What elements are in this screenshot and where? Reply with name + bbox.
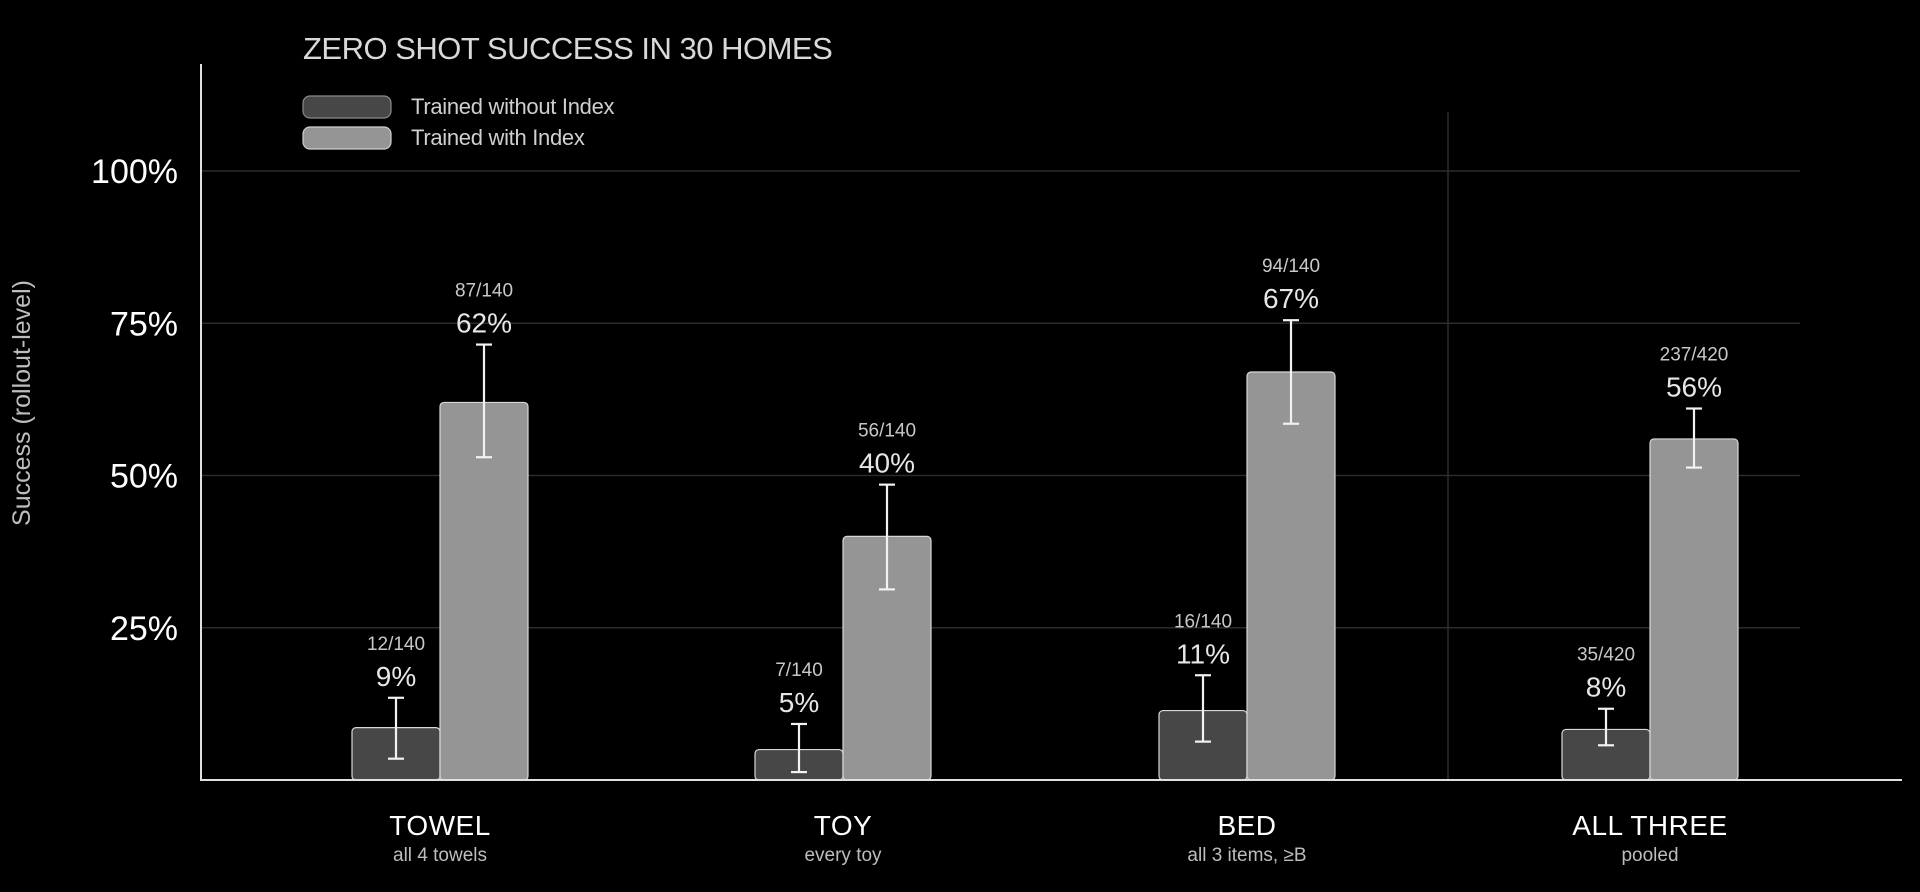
bar-with-index-2 [1246,371,1336,781]
data-label-percent-without-index-1: 5% [779,687,819,718]
x-category-labels: TOWEL all 4 towels TOY every toy BED all 3 it… [389,810,1727,866]
legend-swatch-with-index [302,126,392,150]
data-label-percent-without-index-0: 9% [376,661,416,692]
error-bar-without-index-1 [791,722,807,774]
x-category-sublabel-1: every toy [804,845,882,866]
legend: Trained without Index Trained with Index [302,94,615,150]
data-label-fraction-with-index-3: 237/420 [1660,345,1729,366]
y-axis-label: Success (rollout-level) [8,280,36,526]
data-label-percent-without-index-2: 11% [1176,638,1230,669]
error-bar-with-index-1 [879,483,895,591]
error-bar-with-index-0 [476,343,492,459]
bar-with-index-0 [439,401,529,781]
error-bar-without-index-3 [1598,707,1614,747]
data-label-fraction-with-index-2: 94/140 [1262,256,1320,277]
bar-with-index-3 [1649,438,1739,781]
data-label-fraction-with-index-0: 87/140 [455,281,513,302]
data-label-percent-with-index-2: 67% [1263,283,1319,314]
data-label-fraction-without-index-0: 12/140 [367,634,425,655]
x-category-label-0: TOWEL [389,810,491,841]
x-category-sublabel-2: all 3 items, ≥B [1187,845,1306,866]
bars: 9% 12/140 5% 7/140 11% 16/140 8% 35/420 62% 87/14… [351,256,1739,781]
x-category-sublabel-0: all 4 towels [393,845,487,866]
chart-title: ZERO SHOT SUCCESS IN 30 HOMES [303,31,832,66]
x-category-label-3: ALL THREE [1572,810,1727,841]
data-label-percent-with-index-1: 40% [859,448,915,479]
data-label-percent-with-index-3: 56% [1666,372,1722,403]
error-bar-without-index-2 [1195,674,1211,743]
x-category-label-2: BED [1217,810,1276,841]
legend-label-without-index: Trained without Index [411,94,615,119]
axes [200,64,1902,781]
data-label-fraction-without-index-2: 16/140 [1174,611,1232,632]
legend-label-with-index: Trained with Index [411,125,585,150]
y-tick-label-1: 50% [110,458,178,496]
data-label-percent-with-index-0: 62% [456,308,512,339]
y-tick-label-3: 100% [91,153,178,191]
data-label-fraction-without-index-1: 7/140 [775,660,823,681]
error-bar-with-index-2 [1283,319,1299,425]
y-tick-labels: 25% 50% 75% 100% [91,153,178,648]
error-bar-with-index-3 [1686,407,1702,469]
data-label-fraction-with-index-1: 56/140 [858,421,916,442]
y-tick-label-0: 25% [110,610,178,648]
error-bar-without-index-0 [388,696,404,760]
x-category-label-1: TOY [814,810,873,841]
legend-swatch-without-index [302,95,392,119]
data-label-percent-without-index-3: 8% [1586,672,1626,703]
x-category-sublabel-3: pooled [1621,845,1678,866]
data-label-fraction-without-index-3: 35/420 [1577,645,1635,666]
y-tick-label-2: 75% [110,305,178,343]
